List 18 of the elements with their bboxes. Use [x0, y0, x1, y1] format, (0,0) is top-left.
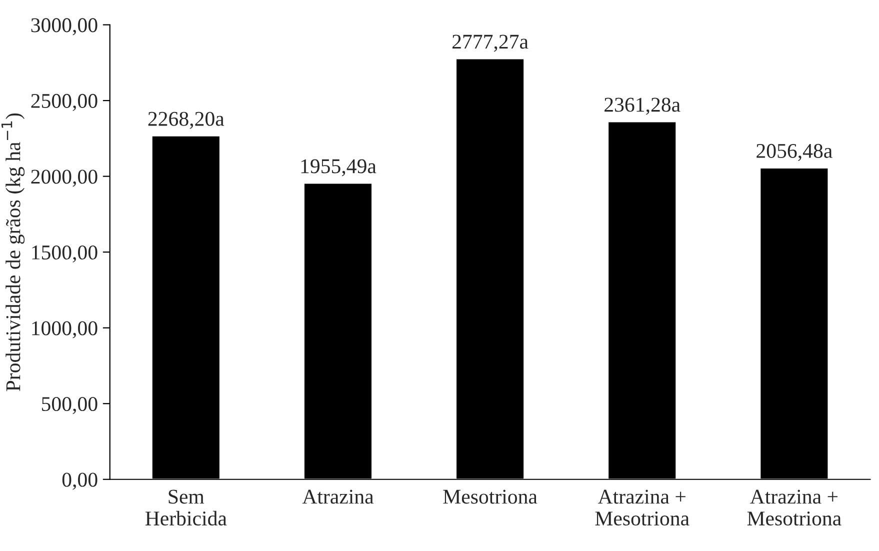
y-tick-label: 500,00 — [42, 396, 98, 414]
y-axis-title: Produtividade de grãos (kg ha$^{−1}$) — [1, 113, 25, 392]
y-tick-label: 2000,00 — [31, 170, 98, 187]
x-tick-label: Sem Herbicida — [145, 490, 227, 526]
x-tick-label: Atrazina + Mesotriona — [595, 490, 690, 526]
y-tick-label: 1500,00 — [32, 245, 98, 263]
y-tick-label: 2500,00 — [31, 94, 98, 111]
x-tick-label: Mesotriona — [443, 490, 538, 504]
y-tick-label: 0,00 — [62, 472, 98, 490]
data-label: 2361,28a — [604, 98, 680, 115]
x-tick-label: Atrazina + Mesotriona — [747, 490, 842, 526]
data-label: 1955,49a — [301, 159, 376, 176]
data-label: 2777,27a — [452, 34, 528, 52]
data-label: 2056,48a — [756, 144, 832, 161]
y-tick-label: 3000,00 — [31, 18, 98, 36]
x-tick-label: Atrazina — [302, 490, 374, 504]
y-tick-label: 1000,00 — [32, 321, 98, 338]
data-label: 2268,20a — [148, 112, 224, 129]
